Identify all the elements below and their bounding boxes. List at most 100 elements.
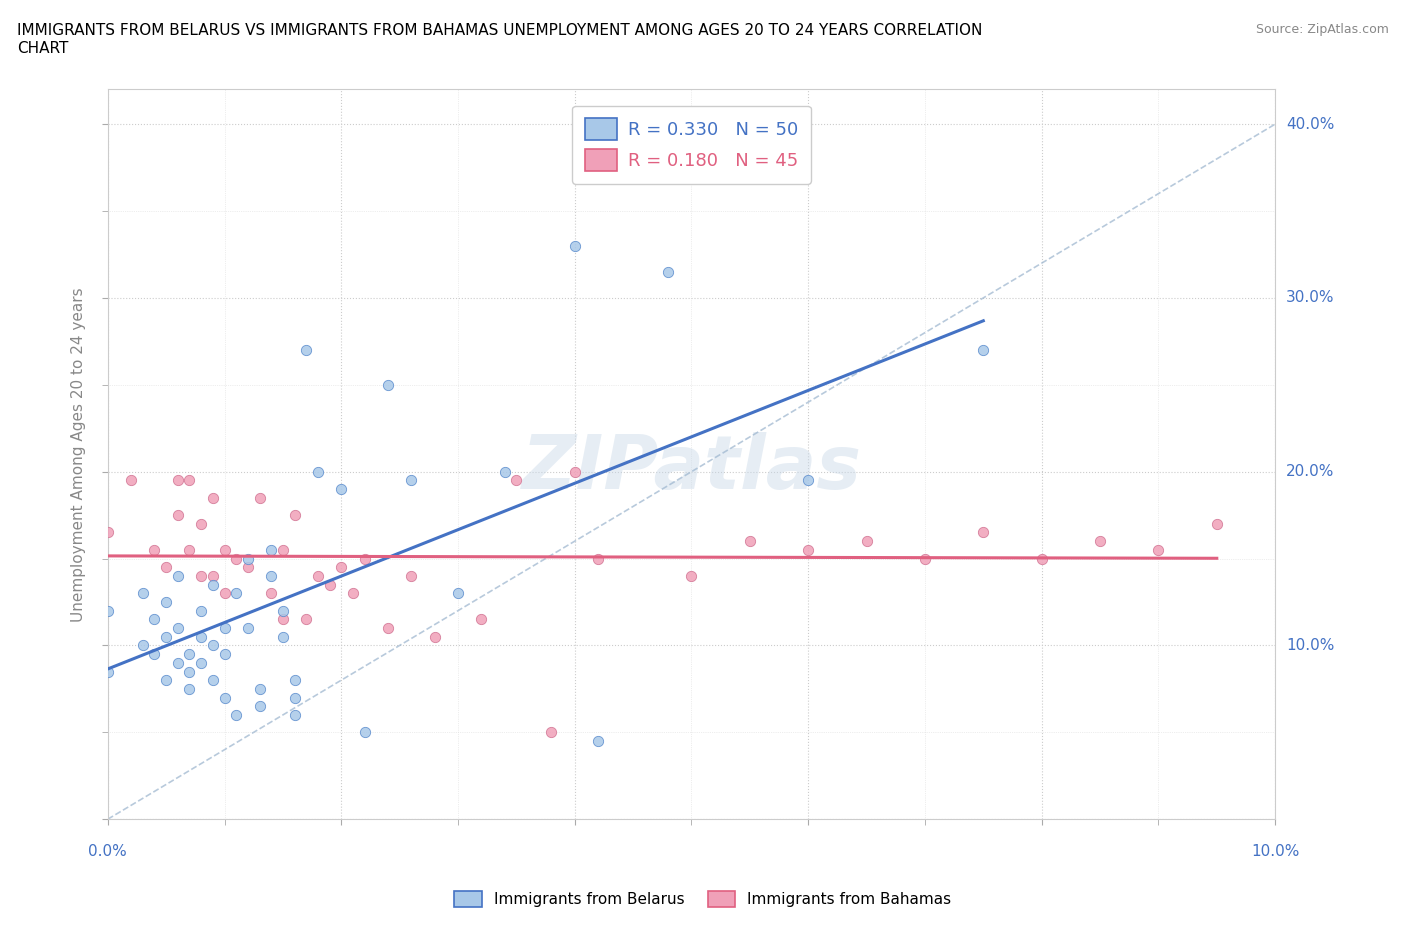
Point [681, 568, 703, 583]
Point [166, 508, 188, 523]
Point [143, 542, 166, 557]
Point [307, 568, 329, 583]
Point [201, 672, 224, 687]
Point [1031, 551, 1053, 566]
Point [225, 586, 247, 601]
Point [214, 690, 236, 705]
Point [236, 560, 259, 575]
Legend: R = 0.330   N = 50, R = 0.180   N = 45: R = 0.330 N = 50, R = 0.180 N = 45 [572, 106, 811, 184]
Point [190, 516, 212, 531]
Point [855, 534, 877, 549]
Point [155, 672, 177, 687]
Point [1205, 516, 1227, 531]
Point [201, 568, 224, 583]
Point [972, 525, 994, 540]
Point [447, 586, 470, 601]
Point [225, 551, 247, 566]
Point [914, 551, 936, 566]
Text: 40.0%: 40.0% [1286, 116, 1334, 132]
Point [586, 734, 609, 749]
Point [236, 551, 259, 566]
Text: ZIPatlas: ZIPatlas [522, 432, 862, 505]
Point [190, 568, 212, 583]
Point [97, 525, 120, 540]
Point [155, 594, 177, 609]
Point [271, 604, 294, 618]
Point [797, 542, 820, 557]
Point [132, 638, 155, 653]
Point [470, 612, 492, 627]
Point [190, 604, 212, 618]
Point [190, 656, 212, 671]
Point [214, 646, 236, 661]
Text: IMMIGRANTS FROM BELARUS VS IMMIGRANTS FROM BAHAMAS UNEMPLOYMENT AMONG AGES 20 TO: IMMIGRANTS FROM BELARUS VS IMMIGRANTS FR… [17, 23, 983, 56]
Point [307, 464, 329, 479]
Point [260, 586, 283, 601]
Point [540, 724, 562, 739]
Point [155, 630, 177, 644]
Point [249, 698, 271, 713]
Point [190, 630, 212, 644]
Point [738, 534, 761, 549]
Point [249, 682, 271, 697]
Point [330, 560, 353, 575]
Text: 10.0%: 10.0% [1251, 844, 1299, 859]
Point [377, 378, 399, 392]
Point [166, 568, 188, 583]
Text: 20.0%: 20.0% [1286, 464, 1334, 479]
Text: Source: ZipAtlas.com: Source: ZipAtlas.com [1256, 23, 1389, 36]
Point [97, 604, 120, 618]
Point [166, 473, 188, 488]
Point [586, 551, 609, 566]
Text: 0.0%: 0.0% [89, 844, 127, 859]
Point [353, 551, 375, 566]
Point [283, 508, 305, 523]
Point [342, 586, 364, 601]
Text: 30.0%: 30.0% [1286, 290, 1334, 305]
Point [797, 473, 820, 488]
Point [179, 682, 201, 697]
Point [143, 612, 166, 627]
Point [283, 690, 305, 705]
Point [283, 672, 305, 687]
Point [423, 630, 446, 644]
Point [295, 612, 318, 627]
Point [271, 542, 294, 557]
Point [166, 620, 188, 635]
Point [330, 482, 353, 497]
Legend: Immigrants from Belarus, Immigrants from Bahamas: Immigrants from Belarus, Immigrants from… [449, 884, 957, 913]
Point [564, 464, 586, 479]
Point [972, 342, 994, 357]
Point [225, 708, 247, 723]
Point [120, 473, 142, 488]
Point [295, 342, 318, 357]
Point [318, 578, 340, 592]
Point [1147, 542, 1170, 557]
Point [201, 638, 224, 653]
Point [166, 656, 188, 671]
Point [201, 578, 224, 592]
Point [201, 490, 224, 505]
Point [377, 620, 399, 635]
Point [271, 630, 294, 644]
Point [179, 542, 201, 557]
Point [155, 560, 177, 575]
Point [283, 708, 305, 723]
Y-axis label: Unemployment Among Ages 20 to 24 years: Unemployment Among Ages 20 to 24 years [72, 287, 86, 621]
Point [179, 664, 201, 679]
Point [401, 568, 423, 583]
Point [271, 612, 294, 627]
Point [564, 238, 586, 253]
Point [505, 473, 527, 488]
Point [236, 620, 259, 635]
Point [214, 620, 236, 635]
Point [249, 490, 271, 505]
Point [401, 473, 423, 488]
Point [353, 724, 375, 739]
Point [143, 646, 166, 661]
Point [1088, 534, 1111, 549]
Point [260, 542, 283, 557]
Point [214, 542, 236, 557]
Point [260, 568, 283, 583]
Point [214, 586, 236, 601]
